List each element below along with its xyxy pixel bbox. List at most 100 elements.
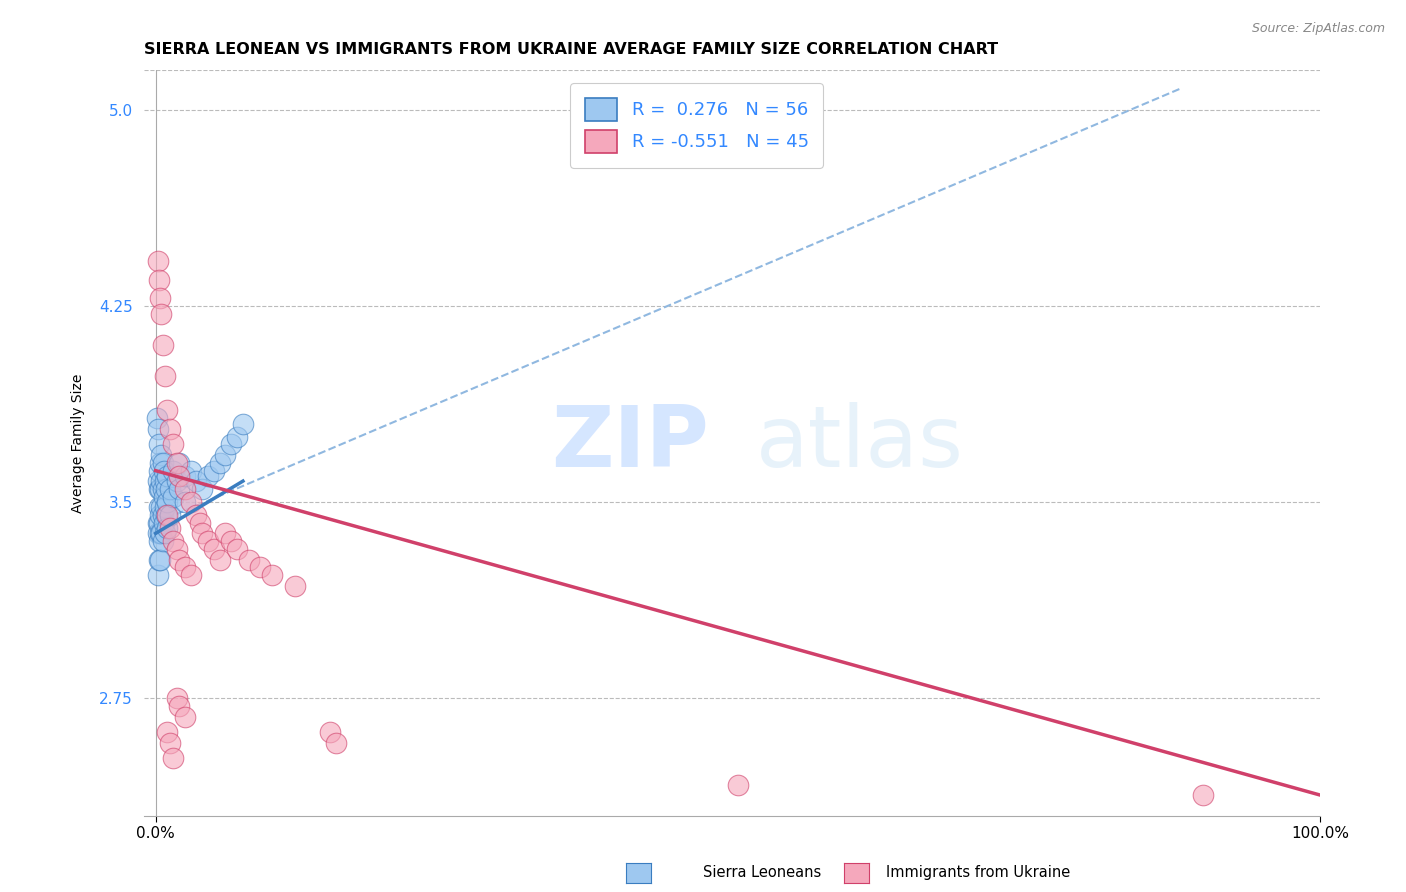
Point [180, 464, 202, 478]
Point [156, 508, 179, 522]
Point [152, 464, 174, 478]
Point [173, 495, 195, 509]
Point [202, 464, 225, 478]
Point [1192, 788, 1215, 802]
Point [180, 495, 202, 509]
Point [159, 482, 181, 496]
Point [156, 403, 179, 417]
Point [146, 568, 169, 582]
Point [152, 490, 174, 504]
Point [148, 437, 170, 451]
Point [155, 508, 177, 522]
Point [149, 456, 172, 470]
Point [162, 464, 184, 478]
Point [148, 482, 170, 496]
Point [249, 560, 271, 574]
Point [152, 338, 174, 352]
Point [150, 448, 173, 462]
Point [167, 468, 190, 483]
Point [146, 474, 169, 488]
Point [173, 560, 195, 574]
Point [153, 526, 176, 541]
Point [197, 534, 219, 549]
Point [152, 516, 174, 530]
Point [156, 725, 179, 739]
Point [152, 534, 174, 549]
Point [159, 422, 181, 436]
Point [166, 542, 188, 557]
Point [152, 508, 174, 522]
Point [325, 736, 347, 750]
Point [156, 521, 179, 535]
Point [150, 526, 173, 541]
Point [149, 552, 172, 566]
Point [162, 751, 184, 765]
Text: Immigrants from Ukraine: Immigrants from Ukraine [886, 865, 1070, 880]
Point [155, 482, 177, 496]
Point [166, 474, 188, 488]
Point [146, 526, 169, 541]
Legend: R =  0.276   N = 56, R = -0.551   N = 45: R = 0.276 N = 56, R = -0.551 N = 45 [571, 83, 823, 168]
Point [260, 568, 283, 582]
Point [150, 307, 173, 321]
Point [150, 474, 173, 488]
Point [153, 369, 176, 384]
Point [167, 456, 190, 470]
Point [162, 437, 184, 451]
Point [226, 542, 249, 557]
Point [162, 490, 184, 504]
Point [191, 482, 214, 496]
Point [214, 526, 236, 541]
Point [208, 456, 231, 470]
Point [162, 534, 184, 549]
Point [159, 521, 181, 535]
Point [167, 699, 190, 714]
Point [221, 534, 243, 549]
Point [159, 736, 181, 750]
Point [208, 552, 231, 566]
Point [186, 474, 208, 488]
Point [319, 725, 342, 739]
Point [167, 482, 190, 496]
Point [173, 482, 195, 496]
Text: ZIP: ZIP [551, 401, 709, 484]
Point [149, 482, 172, 496]
Point [166, 691, 188, 706]
Point [188, 516, 211, 530]
Point [146, 516, 169, 530]
Point [186, 508, 208, 522]
Point [146, 411, 169, 425]
Text: SIERRA LEONEAN VS IMMIGRANTS FROM UKRAINE AVERAGE FAMILY SIZE CORRELATION CHART: SIERRA LEONEAN VS IMMIGRANTS FROM UKRAIN… [143, 42, 998, 57]
Point [173, 468, 195, 483]
Text: atlas: atlas [755, 401, 963, 484]
Point [148, 464, 170, 478]
Point [148, 516, 170, 530]
Point [284, 579, 307, 593]
Point [232, 417, 254, 431]
Point [226, 429, 249, 443]
Point [238, 552, 260, 566]
Point [146, 422, 169, 436]
Point [146, 254, 169, 268]
Text: Source: ZipAtlas.com: Source: ZipAtlas.com [1251, 22, 1385, 36]
Point [149, 526, 172, 541]
Point [148, 534, 170, 549]
Point [152, 456, 174, 470]
Point [148, 552, 170, 566]
Point [173, 709, 195, 723]
Point [148, 273, 170, 287]
Y-axis label: Average Family Size: Average Family Size [72, 374, 86, 513]
Point [214, 448, 236, 462]
Point [153, 500, 176, 515]
Point [221, 437, 243, 451]
Point [149, 508, 172, 522]
Point [156, 468, 179, 483]
Point [166, 456, 188, 470]
Point [727, 778, 749, 792]
Point [150, 500, 173, 515]
Point [180, 568, 202, 582]
Point [167, 552, 190, 566]
Point [152, 482, 174, 496]
Text: Sierra Leoneans: Sierra Leoneans [703, 865, 821, 880]
Point [197, 468, 219, 483]
